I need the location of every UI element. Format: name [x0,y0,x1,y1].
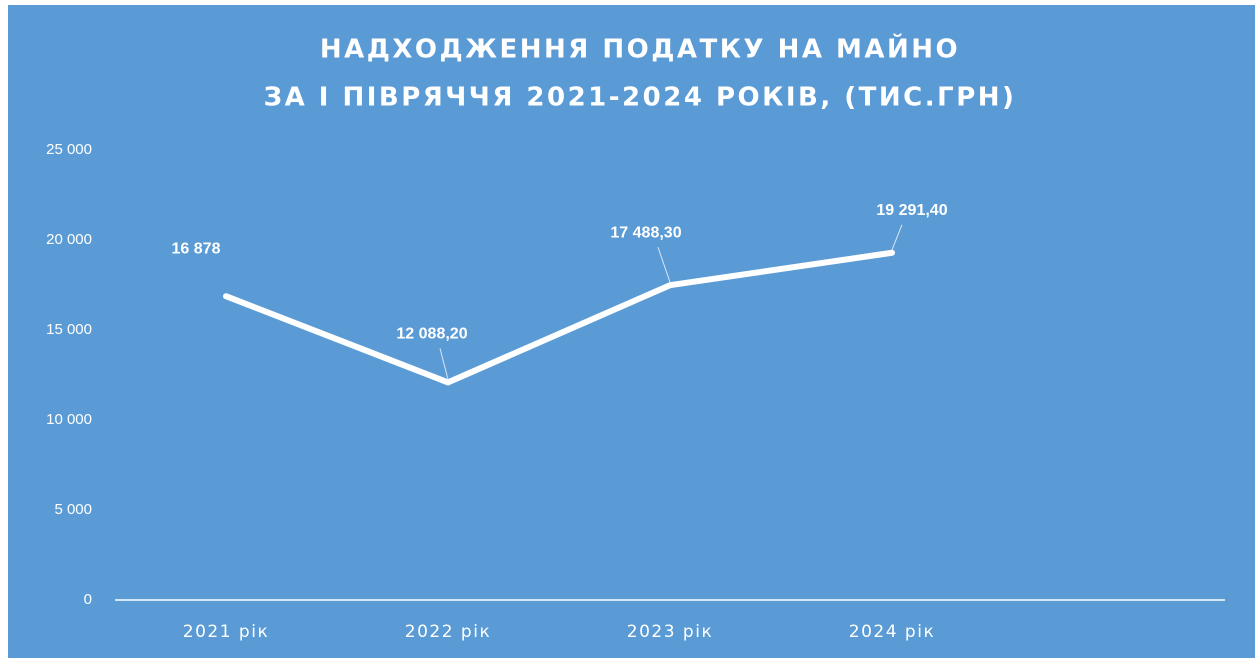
point [223,293,229,300]
data-label: 12 088,20 [396,326,467,343]
y-tick-label: 10 000 [46,411,92,428]
y-tick-label: 0 [84,591,92,608]
data-label: 16 878 [172,240,221,257]
y-tick-label: 25 000 [46,141,92,158]
y-tick-label: 15 000 [46,321,92,338]
data-label: 17 488,30 [610,224,681,241]
y-tick-label: 20 000 [46,231,92,248]
x-tick-label: 2023 рік [627,622,713,642]
point [667,282,673,289]
x-tick-label: 2022 рік [405,622,491,642]
chart-background [8,5,1255,658]
leader-line [891,224,903,250]
point [889,249,895,256]
leader-line [657,247,671,283]
leader-line [439,348,449,380]
x-tick-label: 2021 рік [183,622,269,642]
data-label: 19 291,40 [876,202,947,219]
chart-title: ЗА І ПІВРЯЧЧЯ 2021-2024 РОКІВ, (ТИС.ГРН) [264,83,1017,113]
point [445,379,451,386]
line [224,249,893,386]
y-tick-label: 5 000 [54,501,92,518]
chart-title: НАДХОДЖЕННЯ ПОДАТКУ НА МАЙНО [320,33,960,65]
x-tick-label: 2024 рік [849,622,935,642]
